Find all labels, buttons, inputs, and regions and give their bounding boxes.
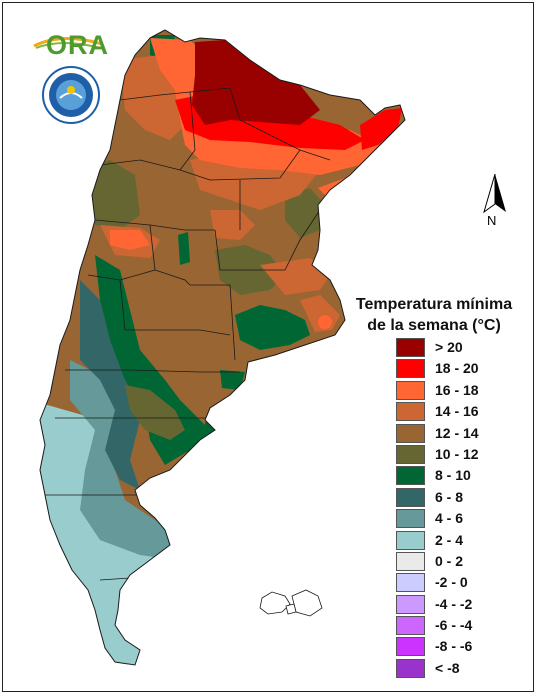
legend-title: Temperatura mínima de la semana (°C) [336, 294, 532, 336]
ora-logo-icon [33, 36, 103, 49]
north-label: N [487, 213, 497, 228]
legend-swatch [396, 551, 425, 571]
malvinas-islands [259, 589, 323, 617]
province-boundaries [44, 87, 331, 581]
legend-label: 8 - 10 [435, 467, 471, 484]
legend-label: -4 - -2 [435, 595, 473, 612]
legend-label: 10 - 12 [435, 445, 479, 462]
legend-swatch [396, 637, 425, 657]
legend-swatch [396, 359, 425, 379]
legend-label: -2 - 0 [435, 574, 468, 591]
legend-swatch [396, 658, 425, 678]
legend: > 20 18 - 20 16 - 18 14 - 16 12 - 14 10 - 12 8… [396, 337, 506, 679]
legend-item: < -8 [396, 658, 506, 679]
legend-swatch [396, 338, 425, 357]
legend-item: -4 - -2 [396, 594, 506, 615]
legend-label: < -8 [435, 659, 460, 676]
legend-item: -6 - -4 [396, 615, 506, 636]
smn-emblem-icon [42, 66, 100, 124]
argentina-shape [39, 29, 406, 666]
legend-swatch [396, 380, 425, 400]
legend-label: 0 - 2 [435, 552, 464, 569]
legend-swatch [396, 402, 425, 422]
legend-item: 14 - 16 [396, 401, 506, 422]
legend-item: 4 - 6 [396, 508, 506, 529]
legend-swatch [396, 487, 425, 507]
legend-item: 16 - 18 [396, 380, 506, 401]
legend-swatch [396, 594, 425, 614]
legend-item: 6 - 8 [396, 487, 506, 508]
legend-swatch [396, 509, 425, 529]
legend-item: 2 - 4 [396, 530, 506, 551]
legend-label: 18 - 20 [435, 360, 479, 377]
legend-swatch [396, 466, 425, 486]
legend-title-line1: Temperatura mínima [355, 296, 513, 313]
legend-label: 4 - 6 [435, 510, 464, 527]
north-arrow-icon [483, 173, 506, 214]
legend-swatch [396, 530, 425, 550]
legend-item: -8 - -6 [396, 636, 506, 657]
legend-label: 14 - 16 [435, 403, 479, 420]
legend-label: > 20 [435, 339, 463, 355]
legend-label: -8 - -6 [435, 638, 473, 655]
legend-label: 12 - 14 [435, 424, 479, 441]
ora-logo-text: ORA [46, 30, 109, 60]
legend-item: 12 - 14 [396, 423, 506, 444]
legend-label: 2 - 4 [435, 531, 464, 548]
legend-swatch [396, 423, 425, 443]
legend-swatch [396, 573, 425, 593]
legend-swatch [396, 616, 425, 636]
legend-label: 6 - 8 [435, 488, 464, 505]
legend-item: 0 - 2 [396, 551, 506, 572]
legend-item: 18 - 20 [396, 358, 506, 379]
legend-title-line2: de la semana (°C) [367, 317, 501, 334]
legend-item: 8 - 10 [396, 465, 506, 486]
legend-swatch [396, 444, 425, 464]
legend-label: 16 - 18 [435, 381, 479, 398]
legend-item: -2 - 0 [396, 572, 506, 593]
legend-item: 10 - 12 [396, 444, 506, 465]
legend-item: > 20 [396, 337, 506, 358]
legend-label: -6 - -4 [435, 617, 473, 634]
